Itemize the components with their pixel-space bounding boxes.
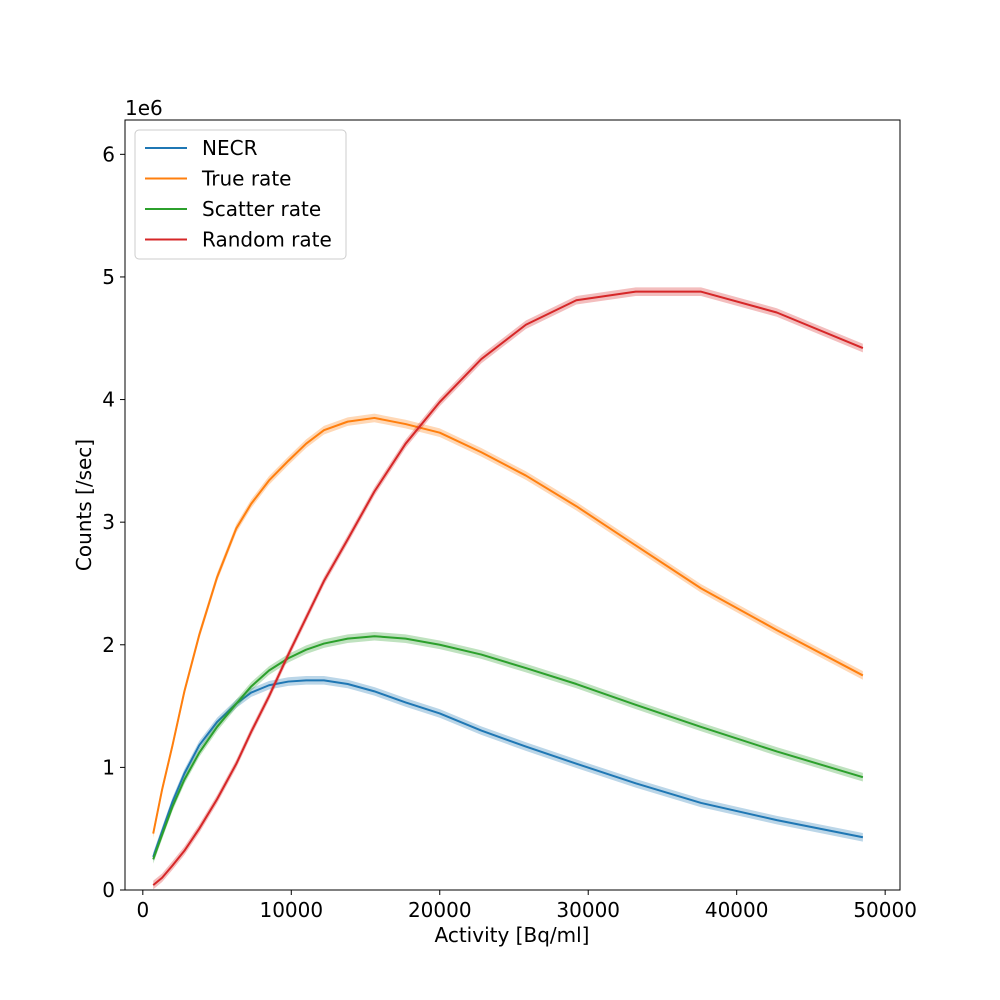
y-tick-label: 0 [102, 878, 115, 902]
x-axis-ticks: 0 10000 20000 30000 40000 50000 [136, 890, 917, 922]
y-tick-label: 2 [102, 633, 115, 657]
y-tick-label: 3 [102, 510, 115, 534]
series-band-true-rate [153, 413, 863, 838]
legend-box [134, 129, 347, 260]
legend-label-true-rate: True rate [201, 167, 291, 191]
series-band-necr [153, 676, 863, 862]
legend-label-random-rate: Random rate [202, 228, 332, 252]
y-tick-label: 1 [102, 755, 115, 779]
series-band-scatter-rate [153, 631, 863, 864]
plot-frame [124, 119, 901, 891]
x-tick-label: 50000 [853, 898, 917, 922]
x-tick-label: 30000 [556, 898, 620, 922]
y-tick-label: 6 [102, 142, 115, 166]
y-tick-label: 5 [102, 265, 115, 289]
series-line-scatter-rate [152, 635, 864, 860]
x-tick-label: 0 [136, 898, 149, 922]
legend: NECR True rate Scatter rate Random rate [134, 129, 347, 260]
series-line-true-rate [152, 416, 864, 834]
y-axis-label: Counts [/sec] [72, 439, 96, 571]
x-tick-label: 10000 [259, 898, 323, 922]
y-axis-ticks: 0 1 2 3 4 5 6 [102, 142, 125, 902]
series-band-random-rate [153, 287, 863, 890]
y-tick-label: 4 [102, 388, 115, 412]
legend-label-necr: NECR [202, 136, 258, 160]
series-line-necr [152, 679, 864, 858]
series-layer [152, 287, 864, 890]
x-tick-label: 20000 [408, 898, 472, 922]
legend-label-scatter-rate: Scatter rate [202, 197, 321, 221]
y-axis-multiplier: 1e6 [125, 96, 163, 120]
x-axis-label: Activity [Bq/ml] [435, 923, 590, 947]
series-line-random-rate [152, 290, 864, 886]
x-tick-label: 40000 [705, 898, 769, 922]
